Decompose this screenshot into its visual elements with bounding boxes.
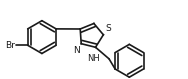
Text: S: S	[105, 24, 111, 33]
Text: N: N	[74, 46, 80, 55]
Text: Br: Br	[5, 41, 15, 50]
Text: NH: NH	[87, 54, 99, 63]
